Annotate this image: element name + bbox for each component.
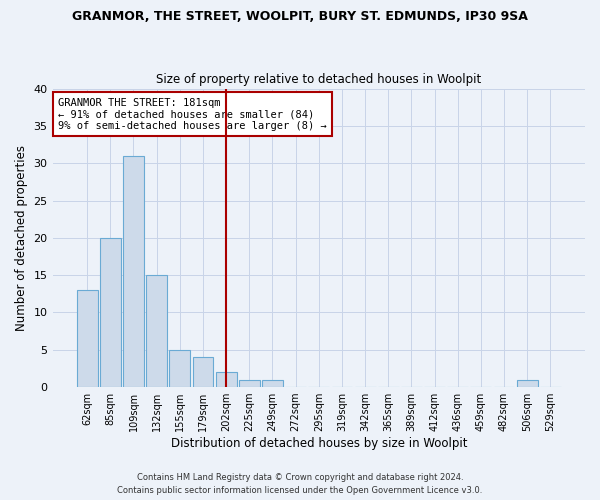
X-axis label: Distribution of detached houses by size in Woolpit: Distribution of detached houses by size … [170,437,467,450]
Text: GRANMOR THE STREET: 181sqm
← 91% of detached houses are smaller (84)
9% of semi-: GRANMOR THE STREET: 181sqm ← 91% of deta… [58,98,326,130]
Bar [123,156,144,387]
Bar [193,357,214,387]
Bar [216,372,236,387]
Text: Contains HM Land Registry data © Crown copyright and database right 2024.
Contai: Contains HM Land Registry data © Crown c… [118,474,482,495]
Bar [100,238,121,387]
Bar [517,380,538,387]
Bar [169,350,190,387]
Y-axis label: Number of detached properties: Number of detached properties [15,145,28,331]
Bar [239,380,260,387]
Bar [77,290,98,387]
Bar [262,380,283,387]
Text: GRANMOR, THE STREET, WOOLPIT, BURY ST. EDMUNDS, IP30 9SA: GRANMOR, THE STREET, WOOLPIT, BURY ST. E… [72,10,528,23]
Bar [146,275,167,387]
Title: Size of property relative to detached houses in Woolpit: Size of property relative to detached ho… [156,73,481,86]
